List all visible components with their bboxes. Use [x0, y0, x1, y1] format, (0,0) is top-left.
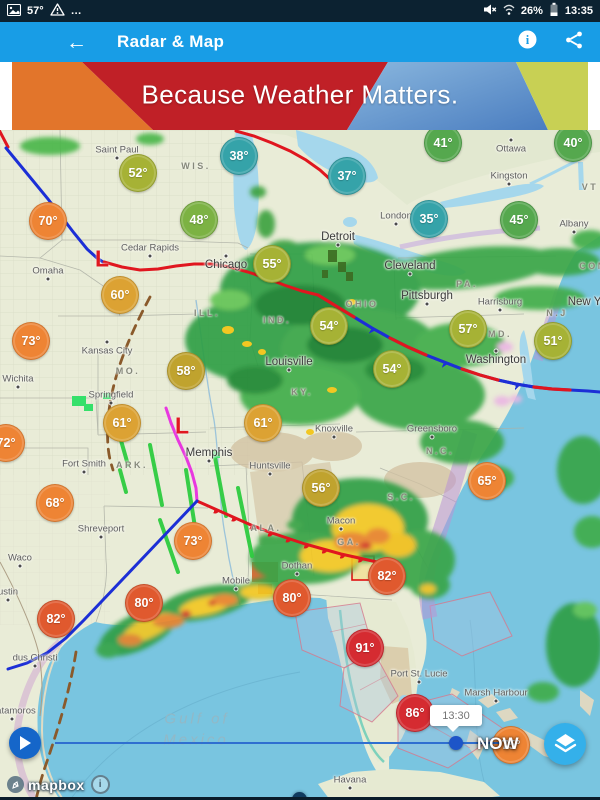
timeline-thumb[interactable] [449, 736, 463, 750]
overflow-ellipsis: … [70, 5, 82, 17]
layers-button[interactable] [544, 723, 586, 765]
photo-notification-icon [6, 3, 22, 19]
now-label: NOW [477, 734, 519, 753]
share-button[interactable] [564, 30, 584, 55]
app-bar: ← Radar & Map i [0, 22, 600, 62]
app-bar-actions: i [518, 30, 584, 55]
status-bar: 57° … 26% 13:35 [0, 0, 600, 22]
status-bar-left: 57° … [6, 3, 82, 19]
back-arrow-icon[interactable]: ← [66, 30, 87, 54]
radar-map-canvas[interactable] [0, 130, 600, 800]
battery-icon [549, 2, 559, 20]
mute-icon [483, 3, 497, 19]
location-dot [292, 792, 307, 800]
svg-text:i: i [526, 33, 530, 47]
mapbox-wordmark: mapbox [28, 776, 85, 793]
clock-time: 13:35 [564, 5, 593, 17]
mapbox-attribution[interactable]: mapbox i [7, 775, 110, 794]
attribution-info-icon[interactable]: i [90, 775, 110, 794]
status-bar-right: 26% 13:35 [483, 2, 593, 20]
mapbox-logo-icon [7, 776, 24, 793]
ad-banner-text: Because Weather Matters. [141, 79, 459, 110]
timeline-tooltip: 13:30 [430, 705, 482, 732]
battery-percent: 26% [520, 5, 543, 17]
play-button[interactable] [9, 727, 41, 759]
timeline-track[interactable] [55, 742, 501, 744]
nav-bar-strip [0, 797, 600, 800]
warning-icon [49, 3, 65, 19]
ad-banner[interactable]: Because Weather Matters. [0, 62, 600, 130]
play-icon [20, 736, 31, 750]
layers-icon [554, 734, 576, 753]
ad-banner-art [12, 62, 588, 130]
status-temperature: 57° [27, 5, 44, 17]
page-title: Radar & Map [117, 32, 225, 51]
info-button[interactable]: i [518, 30, 537, 54]
network-question-icon [503, 4, 515, 19]
